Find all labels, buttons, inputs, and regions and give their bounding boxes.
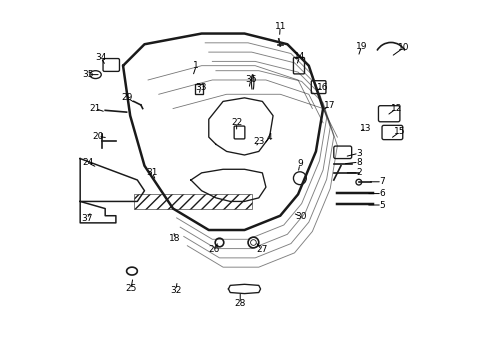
Text: 33: 33 <box>195 83 206 92</box>
Text: 23: 23 <box>253 137 264 146</box>
Text: 6: 6 <box>378 189 384 198</box>
Text: 27: 27 <box>255 245 267 254</box>
Text: 11: 11 <box>274 22 285 31</box>
Text: 24: 24 <box>82 158 94 167</box>
Text: 30: 30 <box>295 212 306 221</box>
Text: 22: 22 <box>230 118 242 127</box>
Text: 15: 15 <box>393 127 405 136</box>
Text: 31: 31 <box>146 168 158 177</box>
Text: 20: 20 <box>92 132 103 141</box>
Text: 34: 34 <box>95 53 106 62</box>
Text: 2: 2 <box>355 168 361 177</box>
Text: 8: 8 <box>355 158 361 167</box>
Text: 35: 35 <box>82 70 94 79</box>
Text: 37: 37 <box>81 214 92 223</box>
Text: 9: 9 <box>296 159 302 168</box>
Text: 16: 16 <box>316 83 327 92</box>
Text: 17: 17 <box>323 101 335 110</box>
Text: 25: 25 <box>125 284 136 293</box>
Text: 10: 10 <box>397 43 408 52</box>
Text: 29: 29 <box>122 93 133 102</box>
Text: 32: 32 <box>170 285 181 294</box>
Text: 18: 18 <box>169 234 180 243</box>
Text: 28: 28 <box>234 299 245 308</box>
Text: 36: 36 <box>244 75 256 84</box>
Text: 1: 1 <box>193 61 199 70</box>
Text: 12: 12 <box>390 104 401 113</box>
Text: 21: 21 <box>89 104 101 113</box>
Bar <box>134 194 251 208</box>
Text: 7: 7 <box>378 177 384 186</box>
Text: 5: 5 <box>378 201 384 210</box>
Text: 3: 3 <box>355 149 361 158</box>
Text: 4: 4 <box>266 132 272 141</box>
Text: 14: 14 <box>294 52 305 61</box>
Text: 13: 13 <box>360 124 371 133</box>
Text: 26: 26 <box>208 245 220 254</box>
Bar <box>195 84 203 94</box>
Text: 19: 19 <box>355 41 366 50</box>
